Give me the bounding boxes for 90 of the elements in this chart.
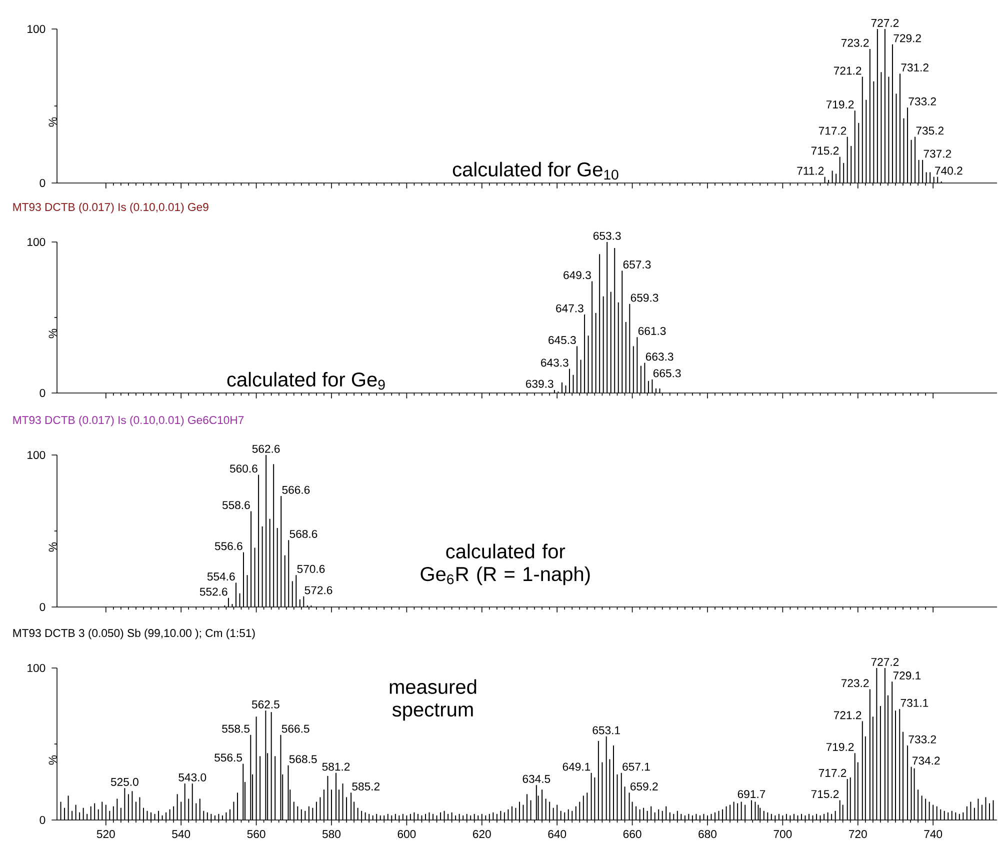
x-tick-label: 620 [473, 830, 491, 838]
chart-title: MT93 DCTB (0.017) Is (0.10,0.01) Ge9 [13, 202, 208, 214]
annotation: 581.2 [322, 762, 350, 771]
annotation: 634.5 [522, 774, 550, 783]
y-tick-label: 0 [40, 602, 46, 612]
x-tick-label: 660 [623, 830, 642, 838]
y-axis-title: % [48, 542, 57, 552]
y-tick-label: 100 [28, 238, 46, 246]
annotation: measured spectrum [390, 679, 476, 721]
annotation: 729.2 [894, 34, 921, 42]
y-tick-label: 0 [40, 178, 46, 187]
annotation: 691.7 [738, 790, 766, 798]
annotation: 562.6 [252, 444, 280, 453]
annotation: 733.2 [908, 97, 936, 106]
annotation: 566.6 [282, 486, 310, 494]
annotation: 562.5 [252, 700, 280, 708]
annotation: 556.5 [214, 754, 242, 762]
y-tick-label: 0 [40, 816, 46, 824]
y-axis-title: % [48, 328, 57, 338]
annotation: 558.5 [222, 724, 250, 733]
annotation: 727.2 [871, 658, 899, 666]
annotation: 585.2 [352, 782, 380, 790]
y-tick-label: 100 [28, 664, 46, 672]
y-tick-label: 0 [40, 388, 46, 397]
y-axis-title: % [48, 117, 57, 127]
y-axis-title: % [48, 755, 57, 765]
annotation: 737.2 [924, 150, 952, 158]
chart-title: MT93 DCTB 3 (0.050) Sb (99,10.00 ); Cm (1:51) [13, 628, 255, 640]
x-tick-label: 600 [398, 830, 416, 838]
annotation: 731.1 [900, 698, 928, 707]
annotation: 735.2 [916, 126, 944, 135]
annotation: 727.2 [871, 18, 899, 27]
annotation: 568.6 [290, 530, 318, 538]
annotation: calculated for Ge$_{6}$R (R = 1-naph) [420, 544, 590, 586]
annotation: 558.6 [222, 501, 250, 510]
x-tick-label: 560 [247, 830, 266, 838]
annotation: 719.2 [826, 742, 854, 751]
annotation: 659.3 [630, 294, 658, 302]
annotation: 723.2 [841, 679, 869, 688]
annotation: calculated for Ge$_{9}$ [227, 372, 385, 390]
x-tick-label: 720 [849, 830, 867, 838]
x-tick-label: 540 [172, 830, 190, 838]
annotation: 657.1 [622, 762, 650, 771]
x-tick-label: 680 [698, 830, 716, 838]
annotation: 731.2 [901, 64, 928, 72]
annotation: 647.3 [556, 304, 584, 312]
annotation: 715.2 [811, 790, 839, 798]
annotation: 711.2 [797, 166, 824, 175]
annotation: 661.3 [638, 326, 666, 335]
annotation: 717.2 [818, 126, 846, 135]
annotation: 715.2 [811, 146, 839, 155]
x-tick-label: 580 [322, 830, 340, 838]
annotation: 663.3 [646, 352, 674, 361]
annotation: 740.2 [935, 166, 962, 175]
x-tick-label: 640 [548, 830, 566, 838]
x-tick-label: 740 [924, 830, 942, 838]
y-tick-label: 100 [28, 450, 46, 460]
annotation: calculated for Ge$_{10}$ [452, 162, 618, 180]
x-tick-label: 520 [96, 830, 115, 838]
annotation: 734.2 [912, 756, 940, 765]
annotation: 645.3 [548, 336, 576, 344]
x-tick-label: 700 [774, 830, 792, 838]
annotation: 659.2 [630, 782, 658, 790]
annotation: 556.6 [214, 542, 242, 550]
annotation: 552.6 [200, 588, 228, 596]
annotation: 649.3 [564, 271, 591, 280]
annotation: 649.1 [562, 762, 590, 771]
annotation: 729.1 [893, 672, 921, 680]
annotation: 733.2 [908, 735, 936, 744]
annotation: 721.2 [834, 711, 862, 720]
annotation: 643.3 [541, 358, 568, 367]
annotation: 657.3 [623, 260, 651, 269]
annotation: 723.2 [841, 38, 869, 47]
annotation: 639.3 [526, 380, 554, 388]
annotation: 719.2 [826, 100, 854, 108]
annotation: 568.5 [289, 755, 317, 764]
annotation: 665.3 [653, 369, 681, 378]
annotation: 653.3 [594, 232, 621, 240]
annotation: 653.1 [592, 726, 620, 734]
annotation: 570.6 [297, 564, 325, 573]
chart-title: MT93 DCTB (0.017) Is (0.10,0.01) Ge6C10H7 [13, 416, 244, 426]
annotation: 721.2 [834, 66, 862, 75]
annotation: 572.6 [304, 586, 332, 594]
annotation: 566.5 [282, 724, 310, 733]
annotation: 560.6 [230, 464, 258, 473]
annotation: 554.6 [207, 572, 235, 581]
annotation: 717.2 [818, 768, 846, 777]
annotation: 525.0 [110, 778, 138, 786]
annotation: 543.0 [178, 773, 206, 782]
y-tick-label: 100 [28, 24, 46, 33]
